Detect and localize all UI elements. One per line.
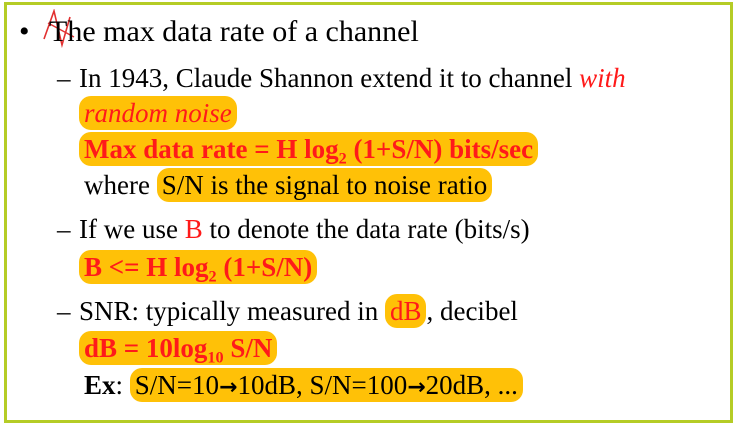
title-line: • The max data rate of a channel	[19, 17, 419, 47]
dash: –	[57, 296, 71, 326]
item3-formula: dB = 10log10 S/N	[79, 331, 278, 366]
item1-line2: random noise	[79, 96, 237, 130]
handwritten-mark	[43, 9, 75, 49]
arrow-right-icon: →	[219, 375, 238, 400]
where-text: where	[84, 170, 157, 200]
bound-formula: B <= H log2 (1+S/N)	[79, 250, 318, 285]
item2-line1: – If we use B to denote the data rate (bi…	[57, 216, 530, 243]
shannon-formula: Max data rate = H log2 (1+S/N) bits/sec	[79, 132, 539, 167]
arrow-right-icon: →	[407, 375, 426, 400]
example-label: Ex	[84, 370, 116, 400]
bullet: •	[19, 15, 30, 48]
item1-red-text-2: random noise	[79, 96, 237, 130]
item1-line1: – In 1943, Claude Shannon extend it to ch…	[57, 65, 626, 92]
item3-db: dB	[384, 294, 427, 328]
example-colon: :	[115, 370, 130, 400]
item3-line1: – SNR: typically measured in dB, decibel	[57, 294, 518, 328]
item1-red-text: with	[579, 63, 626, 93]
db-formula: dB = 10log10 S/N	[79, 331, 278, 366]
item1-text: In 1943, Claude Shannon extend it to cha…	[79, 63, 580, 93]
slide-frame: • The max data rate of a channel – In 194…	[4, 2, 733, 423]
item2-formula: B <= H log2 (1+S/N)	[79, 250, 318, 285]
dash: –	[57, 63, 71, 93]
snr-definition: S/N is the signal to noise ratio	[156, 168, 493, 202]
item1-formula: Max data rate = H log2 (1+S/N) bits/sec	[79, 132, 539, 167]
item3-example: Ex: S/N=10→10dB, S/N=100→20dB, ...	[84, 368, 523, 402]
example-values: S/N=10→10dB, S/N=100→20dB, ...	[129, 368, 523, 402]
item2-text-rest: to denote the data rate (bits/s)	[202, 214, 530, 244]
item1-where: where S/N is the signal to noise ratio	[84, 168, 493, 202]
item3-text-rest: , decibel	[426, 296, 518, 326]
item3-text: SNR: typically measured in	[79, 296, 385, 326]
item2-red-b: B	[184, 214, 203, 244]
item2-text: If we use	[79, 214, 185, 244]
dash: –	[57, 214, 71, 244]
title-text: The max data rate of a channel	[49, 15, 419, 48]
